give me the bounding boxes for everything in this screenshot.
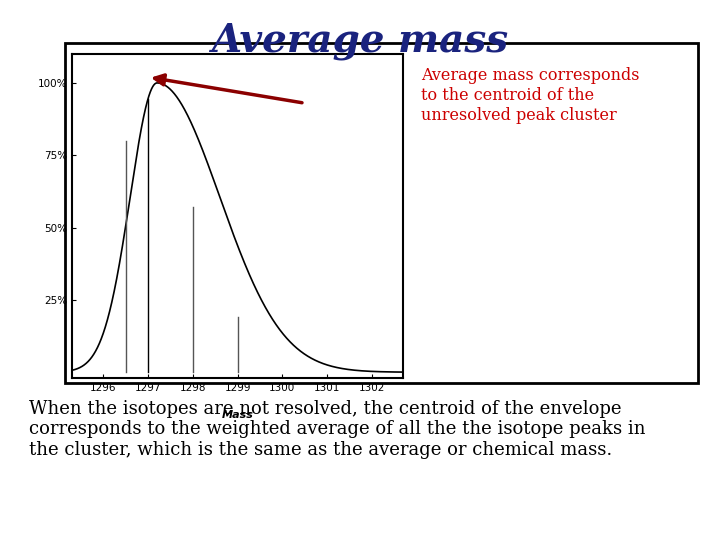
Text: Average mass corresponds
to the centroid of the
unresolved peak cluster: Average mass corresponds to the centroid… (421, 68, 639, 124)
Text: Average mass: Average mass (212, 22, 508, 59)
Text: When the isotopes are not resolved, the centroid of the envelope
corresponds to : When the isotopes are not resolved, the … (29, 400, 645, 459)
X-axis label: Mass: Mass (222, 410, 253, 421)
